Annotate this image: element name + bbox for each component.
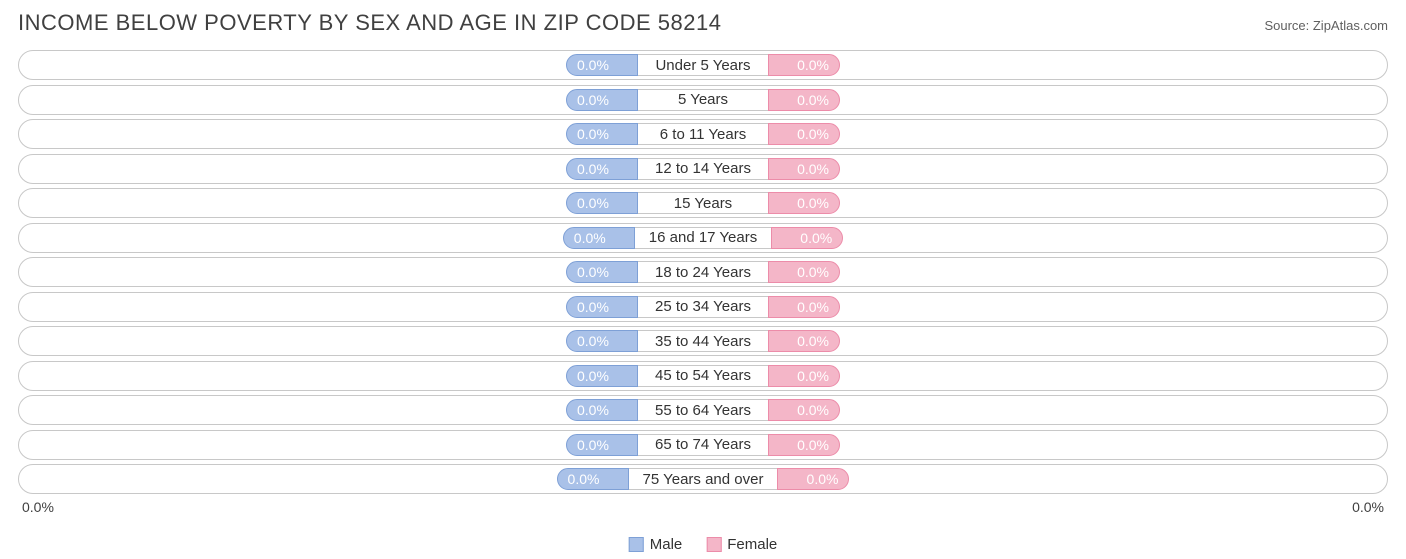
row-center: 0.0%65 to 74 Years0.0% bbox=[566, 434, 840, 456]
row-center: 0.0%75 Years and over0.0% bbox=[557, 468, 850, 490]
chart-row: 0.0%6 to 11 Years0.0% bbox=[18, 119, 1388, 149]
female-bar: 0.0% bbox=[768, 296, 840, 318]
category-label: 6 to 11 Years bbox=[638, 123, 768, 145]
row-center: 0.0%18 to 24 Years0.0% bbox=[566, 261, 840, 283]
chart-row: 0.0%55 to 64 Years0.0% bbox=[18, 395, 1388, 425]
category-label: 18 to 24 Years bbox=[638, 261, 768, 283]
legend: Male Female bbox=[629, 536, 778, 553]
chart-row: 0.0%75 Years and over0.0% bbox=[18, 464, 1388, 494]
row-center: 0.0%6 to 11 Years0.0% bbox=[566, 123, 840, 145]
male-bar: 0.0% bbox=[563, 227, 635, 249]
legend-female-label: Female bbox=[727, 536, 777, 553]
legend-item-male: Male bbox=[629, 536, 683, 553]
category-label: 35 to 44 Years bbox=[638, 330, 768, 352]
legend-item-female: Female bbox=[706, 536, 777, 553]
category-label: 12 to 14 Years bbox=[638, 158, 768, 180]
male-bar: 0.0% bbox=[566, 261, 638, 283]
chart-row: 0.0%15 Years0.0% bbox=[18, 188, 1388, 218]
category-label: 45 to 54 Years bbox=[638, 365, 768, 387]
female-bar: 0.0% bbox=[768, 192, 840, 214]
row-center: 0.0%Under 5 Years0.0% bbox=[566, 54, 840, 76]
female-bar: 0.0% bbox=[768, 261, 840, 283]
chart-row: 0.0%18 to 24 Years0.0% bbox=[18, 257, 1388, 287]
row-center: 0.0%12 to 14 Years0.0% bbox=[566, 158, 840, 180]
chart-row: 0.0%65 to 74 Years0.0% bbox=[18, 430, 1388, 460]
category-label: Under 5 Years bbox=[638, 54, 768, 76]
male-bar: 0.0% bbox=[566, 365, 638, 387]
row-center: 0.0%55 to 64 Years0.0% bbox=[566, 399, 840, 421]
female-bar: 0.0% bbox=[768, 158, 840, 180]
male-bar: 0.0% bbox=[557, 468, 629, 490]
chart-row: 0.0%25 to 34 Years0.0% bbox=[18, 292, 1388, 322]
male-bar: 0.0% bbox=[566, 330, 638, 352]
axis-right-label: 0.0% bbox=[1352, 499, 1384, 515]
legend-male-label: Male bbox=[650, 536, 683, 553]
row-center: 0.0%45 to 54 Years0.0% bbox=[566, 365, 840, 387]
category-label: 55 to 64 Years bbox=[638, 399, 768, 421]
category-label: 15 Years bbox=[638, 192, 768, 214]
chart-row: 0.0%12 to 14 Years0.0% bbox=[18, 154, 1388, 184]
male-bar: 0.0% bbox=[566, 399, 638, 421]
male-swatch-icon bbox=[629, 537, 644, 552]
x-axis: 0.0% 0.0% bbox=[18, 499, 1388, 515]
chart-row: 0.0%Under 5 Years0.0% bbox=[18, 50, 1388, 80]
chart-row: 0.0%45 to 54 Years0.0% bbox=[18, 361, 1388, 391]
female-bar: 0.0% bbox=[768, 365, 840, 387]
row-center: 0.0%25 to 34 Years0.0% bbox=[566, 296, 840, 318]
male-bar: 0.0% bbox=[566, 296, 638, 318]
row-center: 0.0%35 to 44 Years0.0% bbox=[566, 330, 840, 352]
axis-left-label: 0.0% bbox=[22, 499, 54, 515]
female-bar: 0.0% bbox=[768, 330, 840, 352]
chart-source: Source: ZipAtlas.com bbox=[1264, 18, 1388, 33]
row-center: 0.0%16 and 17 Years0.0% bbox=[563, 227, 843, 249]
category-label: 65 to 74 Years bbox=[638, 434, 768, 456]
row-center: 0.0%15 Years0.0% bbox=[566, 192, 840, 214]
category-label: 16 and 17 Years bbox=[635, 227, 771, 249]
male-bar: 0.0% bbox=[566, 89, 638, 111]
female-bar: 0.0% bbox=[768, 54, 840, 76]
female-swatch-icon bbox=[706, 537, 721, 552]
chart-row: 0.0%5 Years0.0% bbox=[18, 85, 1388, 115]
male-bar: 0.0% bbox=[566, 123, 638, 145]
chart-area: 0.0%Under 5 Years0.0%0.0%5 Years0.0%0.0%… bbox=[18, 50, 1388, 494]
female-bar: 0.0% bbox=[768, 89, 840, 111]
female-bar: 0.0% bbox=[768, 399, 840, 421]
male-bar: 0.0% bbox=[566, 54, 638, 76]
male-bar: 0.0% bbox=[566, 434, 638, 456]
category-label: 75 Years and over bbox=[629, 468, 778, 490]
chart-row: 0.0%35 to 44 Years0.0% bbox=[18, 326, 1388, 356]
category-label: 25 to 34 Years bbox=[638, 296, 768, 318]
male-bar: 0.0% bbox=[566, 158, 638, 180]
female-bar: 0.0% bbox=[768, 123, 840, 145]
female-bar: 0.0% bbox=[777, 468, 849, 490]
chart-row: 0.0%16 and 17 Years0.0% bbox=[18, 223, 1388, 253]
female-bar: 0.0% bbox=[771, 227, 843, 249]
male-bar: 0.0% bbox=[566, 192, 638, 214]
chart-header: INCOME BELOW POVERTY BY SEX AND AGE IN Z… bbox=[18, 10, 1388, 36]
female-bar: 0.0% bbox=[768, 434, 840, 456]
chart-title: INCOME BELOW POVERTY BY SEX AND AGE IN Z… bbox=[18, 10, 721, 36]
category-label: 5 Years bbox=[638, 89, 768, 111]
row-center: 0.0%5 Years0.0% bbox=[566, 89, 840, 111]
